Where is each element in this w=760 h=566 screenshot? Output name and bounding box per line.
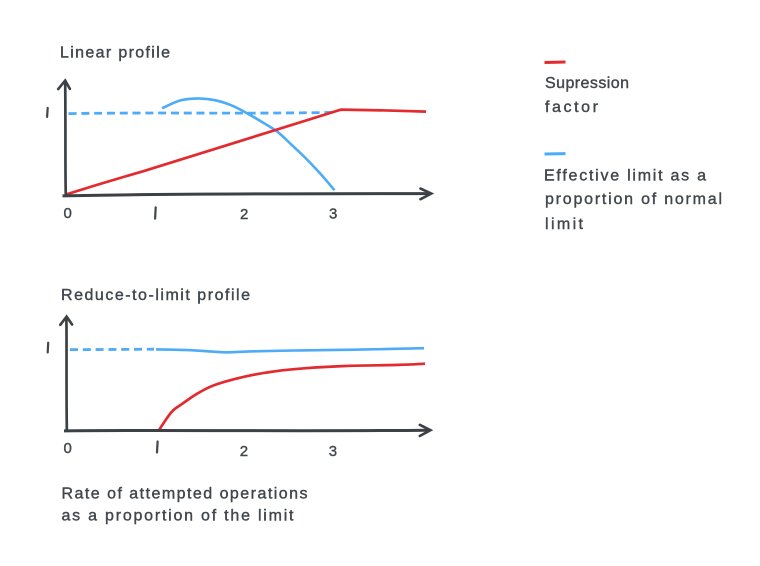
svg-text:2: 2	[240, 206, 248, 223]
svg-text:0: 0	[64, 205, 72, 222]
svg-text:3: 3	[329, 443, 337, 460]
svg-text:Rate of attempted operations: Rate of attempted operations	[62, 485, 308, 502]
svg-text:Supression: Supression	[545, 75, 629, 92]
svg-text:proportion of normal: proportion of normal	[545, 191, 722, 208]
svg-text:Reduce-to-limit profile: Reduce-to-limit profile	[61, 287, 250, 304]
svg-text:Linear profile: Linear profile	[60, 45, 170, 62]
svg-text:2: 2	[240, 443, 248, 460]
svg-text:limit: limit	[545, 216, 584, 233]
svg-text:Effective limit as a: Effective limit as a	[544, 168, 706, 185]
svg-text:factor: factor	[545, 99, 599, 116]
svg-text:as a proportion of the limit: as a proportion of the limit	[62, 507, 295, 524]
svg-text:3: 3	[329, 206, 337, 223]
svg-text:0: 0	[64, 440, 72, 457]
